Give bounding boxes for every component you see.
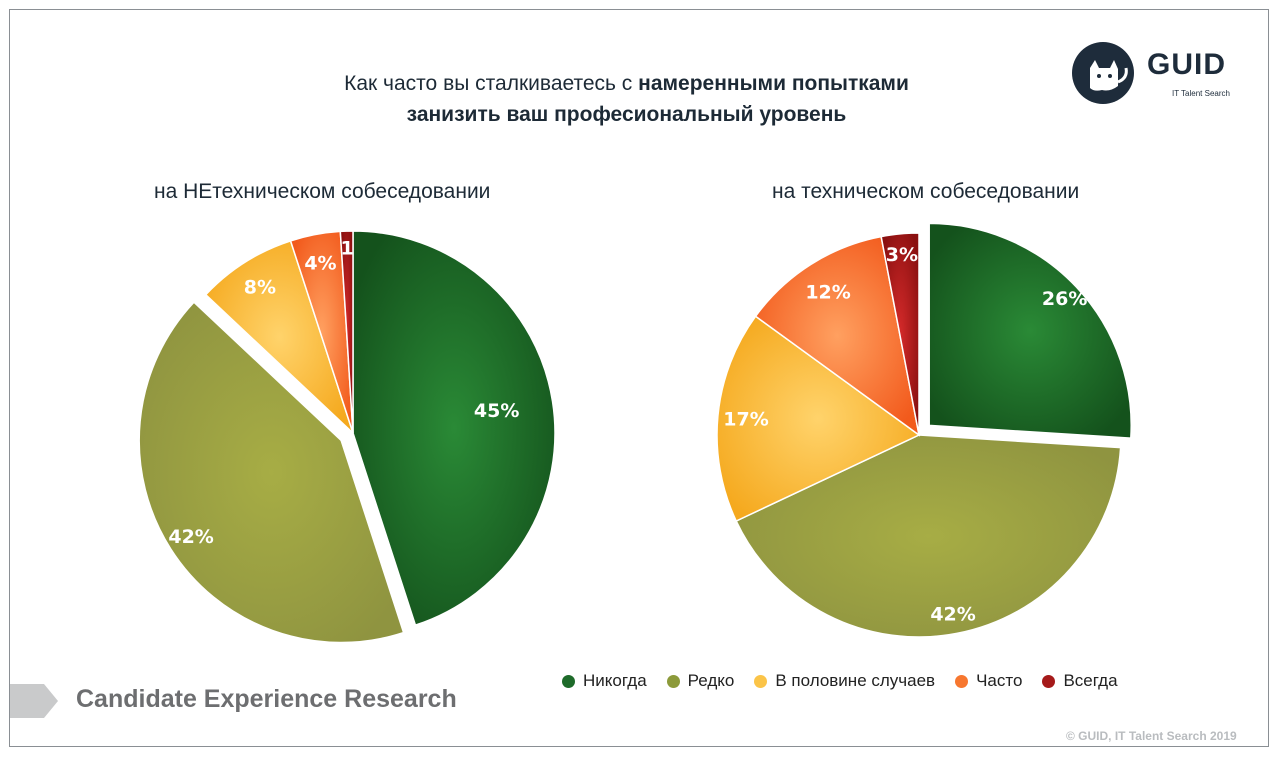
title-line1-bold: намеренными попытками (638, 72, 909, 95)
slide-frame (9, 9, 1269, 747)
legend-swatch (666, 674, 680, 688)
pie-slice-Часто (754, 235, 921, 437)
pie-data-label: 26% (1042, 288, 1087, 310)
pie-nontech: 45% 42% 8% 4%1 (138, 230, 556, 644)
cat-logo-icon (1072, 42, 1134, 104)
pie-data-label: 12% (805, 282, 850, 304)
chart-title: Как часто вы сталкиваетесь с намеренными… (0, 68, 1253, 130)
pie-slice-Редко (735, 434, 1122, 638)
pie-slice-В половине случаев (204, 239, 354, 434)
logo-subtitle: IT Talent Search (1172, 89, 1230, 98)
pie-title-tech: на техническом собеседовании (772, 180, 1080, 203)
pie-slice-Всегда (880, 232, 920, 436)
pie-slice-Всегда (339, 230, 354, 434)
pie-data-label: 45% (474, 400, 519, 422)
chevron-arrow-icon (10, 684, 58, 718)
pie-slice-Редко (138, 301, 405, 644)
pie-slice-В половине случаев (716, 315, 921, 523)
research-label: Candidate Experience Research (76, 685, 457, 713)
pie-title-nontech: на НЕтехническом собеседовании (154, 180, 491, 203)
pie-data-label: 8% (244, 276, 276, 298)
pie-slice-Никогда (352, 230, 556, 627)
title-line2-bold: занизить ваш професиональный уровень (406, 103, 847, 126)
guid-logo: GUID IT Talent Search (1072, 42, 1242, 106)
pie-data-label: 42% (168, 526, 213, 548)
legend-swatch (562, 674, 575, 688)
legend-label: Часто (976, 671, 1023, 690)
pie-data-label: 3% (886, 244, 918, 266)
legend-item: Часто (955, 671, 1022, 691)
legend-item: Редко (666, 671, 735, 691)
legend-item: Никогда (562, 671, 647, 691)
legend: Никогда Редко В половине случаев Часто Всегд… (562, 671, 1118, 691)
logo-text: GUID (1147, 48, 1226, 81)
legend-label: Никогда (583, 671, 647, 690)
legend-label: В половине случаев (775, 671, 936, 690)
pie-data-label: 4% (304, 252, 336, 274)
pie-data-label: 1 (341, 237, 354, 259)
legend-label: Редко (687, 671, 735, 690)
copyright: © GUID, IT Talent Search 2019 (1066, 729, 1237, 743)
legend-swatch (1042, 674, 1056, 688)
pie-data-label: 42% (930, 604, 975, 626)
pie-slice-Никогда (928, 222, 1132, 439)
pie-data-label: 17% (723, 409, 768, 431)
legend-item: Всегда (1042, 671, 1118, 691)
title-line1-normal: Как часто вы сталкиваетесь с (344, 72, 639, 95)
legend-label: Всегда (1063, 671, 1118, 690)
pie-tech: 26% 42% 17% 12% 3% (716, 222, 1132, 638)
legend-swatch (754, 674, 768, 688)
legend-item: В половине случаев (754, 671, 935, 691)
legend-swatch (955, 674, 969, 688)
